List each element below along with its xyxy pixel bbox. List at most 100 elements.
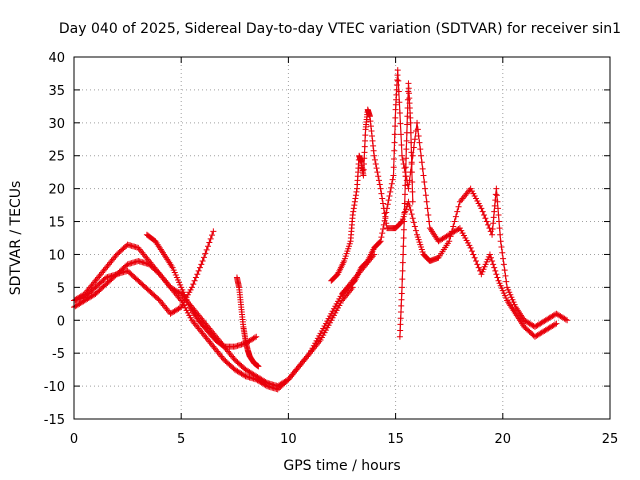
data-point [361, 149, 368, 156]
y-tick-label: 5 [57, 281, 65, 296]
data-point [422, 192, 429, 199]
series-trace-d [143, 231, 260, 350]
data-point [398, 219, 405, 226]
data-point [155, 269, 162, 276]
y-tick-labels: -15 -10 -5 0 5 10 15 20 25 30 35 40 [44, 51, 65, 428]
data-point [367, 123, 374, 130]
data-point [382, 213, 389, 220]
data-point [202, 250, 209, 257]
data-point [425, 211, 432, 218]
data-point [207, 235, 214, 242]
data-point [198, 261, 205, 268]
data-point [399, 284, 406, 291]
data-point [423, 198, 430, 205]
data-point [502, 272, 509, 279]
y-tick-label: 15 [48, 216, 65, 231]
data-point [401, 209, 408, 216]
data-point [362, 132, 369, 139]
data-point [552, 321, 559, 328]
x-tick-label: 0 [70, 432, 78, 447]
data-point [390, 164, 397, 171]
data-point [397, 327, 404, 334]
data-point [407, 119, 414, 126]
data-point [403, 146, 410, 153]
data-point [380, 200, 387, 207]
data-point [372, 160, 379, 167]
data-point [490, 214, 497, 221]
data-point [155, 296, 162, 303]
data-point [408, 159, 415, 166]
data-point [397, 315, 404, 322]
data-point [384, 201, 391, 208]
data-point [396, 333, 403, 340]
data-point [405, 185, 412, 192]
series-line [330, 109, 568, 328]
data-point [385, 197, 392, 204]
data-point [206, 239, 213, 246]
data-point [408, 169, 415, 176]
y-tick-label: -10 [44, 380, 65, 395]
data-point [199, 258, 206, 265]
data-point [383, 209, 390, 216]
data-point [369, 132, 376, 139]
data-point [210, 228, 217, 235]
series-trace-a [71, 241, 378, 393]
x-tick-labels: 0 5 10 15 20 25 [70, 432, 618, 447]
data-point [486, 225, 493, 232]
data-point [395, 77, 402, 84]
data-point [455, 203, 462, 210]
data-point [492, 191, 499, 198]
data-point [396, 99, 403, 106]
data-point [408, 211, 415, 218]
data-point [454, 208, 461, 215]
data-point [397, 321, 404, 328]
data-point [384, 205, 391, 212]
data-point [470, 251, 477, 258]
data-point [255, 363, 262, 370]
data-point [379, 195, 386, 202]
data-point [400, 243, 407, 250]
data-point [399, 152, 406, 159]
data-point [377, 238, 384, 245]
data-point [396, 109, 403, 116]
data-point [374, 169, 381, 176]
data-point [500, 261, 507, 268]
data-point [491, 264, 498, 271]
data-point [399, 259, 406, 266]
data-point [351, 202, 358, 209]
y-tick-label: -5 [52, 347, 65, 362]
data-point [389, 176, 396, 183]
data-point [489, 231, 496, 238]
data-point [475, 264, 482, 271]
data-point [478, 205, 485, 212]
data-point [253, 333, 260, 340]
data-point [360, 166, 367, 173]
data-point [553, 320, 560, 327]
data-point [406, 202, 413, 209]
data-point [390, 172, 397, 179]
data-point [422, 185, 429, 192]
data-point [200, 254, 207, 261]
data-point [564, 317, 571, 324]
y-axis-label: SDTVAR / TECUs [8, 181, 24, 296]
data-point [401, 191, 408, 198]
series-line [73, 260, 354, 387]
data-point [494, 205, 501, 212]
data-point [399, 276, 406, 283]
data-point [349, 211, 356, 218]
data-point [388, 184, 395, 191]
data-point [473, 258, 479, 265]
data-point [497, 231, 504, 238]
data-point [375, 173, 382, 180]
data-point [492, 267, 499, 274]
data-point [370, 142, 377, 149]
x-tick-label: 20 [495, 432, 512, 447]
data-point [377, 185, 384, 192]
data-point [360, 172, 367, 179]
data-point [262, 378, 269, 385]
data-point [418, 159, 425, 166]
data-point [426, 218, 433, 225]
data-point [493, 185, 500, 192]
series-trace-f [328, 106, 571, 330]
